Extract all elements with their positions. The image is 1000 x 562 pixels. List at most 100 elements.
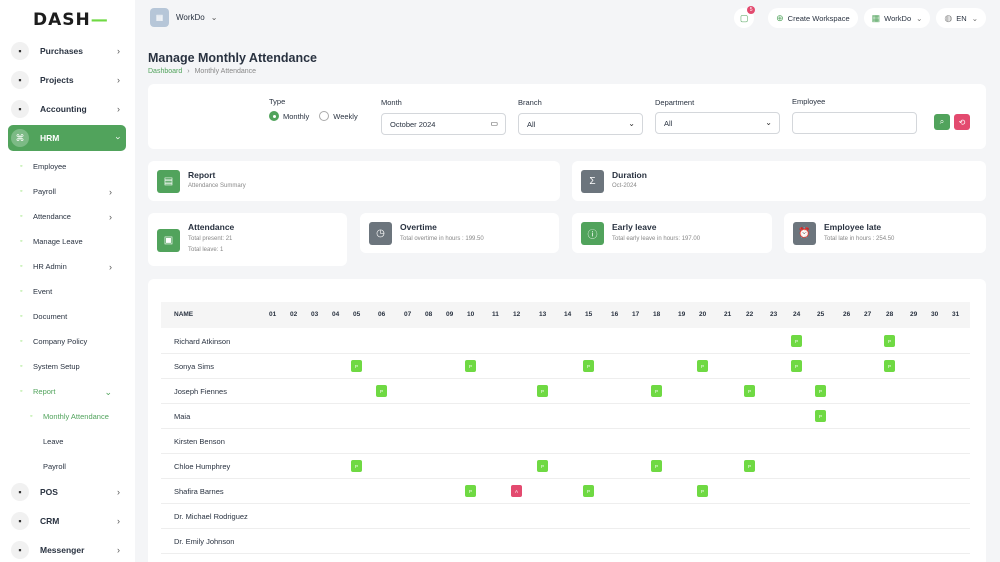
attendance-mark-present[interactable]: P: [884, 335, 895, 347]
dots-grid-icon: ▪: [11, 483, 29, 501]
attendance-mark-present[interactable]: P: [465, 485, 476, 497]
day-column-header: 17: [632, 311, 640, 318]
attendance-mark-present[interactable]: P: [651, 460, 662, 472]
day-column-header: 20: [699, 311, 707, 318]
month-value: October 2024: [390, 119, 436, 129]
attendance-mark-present[interactable]: P: [351, 460, 362, 472]
radio-monthly[interactable]: [269, 111, 279, 121]
attendance-mark-present[interactable]: P: [351, 360, 362, 372]
attendance-present: Total present: 21: [188, 236, 233, 242]
branch-select[interactable]: All ⌄: [518, 113, 643, 135]
attendance-mark-present[interactable]: P: [376, 385, 387, 397]
sidebar-item-accounting[interactable]: ▪ Accounting ›: [8, 96, 126, 122]
table-row: Dr. Emily Johnson: [161, 529, 970, 554]
attendance-mark-present[interactable]: P: [583, 360, 594, 372]
chevron-right-icon: ›: [117, 545, 120, 555]
report-item-payroll[interactable]: Payroll: [8, 454, 126, 479]
chevron-right-icon: ›: [117, 46, 120, 56]
sidebar-item-label: CRM: [40, 516, 60, 526]
submenu-item-employee[interactable]: ◦ Employee: [8, 154, 126, 179]
notification-button[interactable]: ▢ 5: [734, 6, 756, 28]
attendance-mark-present[interactable]: P: [815, 385, 826, 397]
submenu-item-hr-admin[interactable]: ◦ HR Admin ›: [8, 254, 126, 279]
day-column-header: 23: [770, 311, 778, 318]
sidebar-item-label: HRM: [40, 133, 60, 143]
sidebar-item-messenger[interactable]: ▪ Messenger ›: [8, 537, 126, 562]
attendance-mark-present[interactable]: P: [744, 385, 755, 397]
employee-name[interactable]: Richard Atkinson: [174, 337, 231, 346]
radio-weekly-label[interactable]: Weekly: [333, 111, 358, 121]
attendance-mark-present[interactable]: P: [815, 410, 826, 422]
month-input[interactable]: October 2024 ▭: [381, 113, 506, 135]
sidebar-item-hrm[interactable]: ⌘ HRM ›: [8, 125, 126, 151]
submenu-item-label: System Setup: [33, 362, 80, 371]
day-column-header: 22: [746, 311, 754, 318]
duration-card: Σ Duration Oct-2024: [572, 161, 986, 201]
workspace-select[interactable]: ▦ WorkDo ⌄: [863, 8, 931, 28]
search-button[interactable]: ⌕: [934, 114, 950, 130]
employee-name[interactable]: Joseph Fiennes: [174, 387, 227, 396]
attendance-mark-present[interactable]: P: [791, 335, 802, 347]
reset-button[interactable]: ⟲: [954, 114, 970, 130]
sidebar-item-pos[interactable]: ▪ POS ›: [8, 479, 126, 505]
plus-circle-icon: ⊕: [776, 12, 784, 23]
report-submenu: ◦ Monthly Attendance Leave Payroll: [8, 404, 126, 479]
day-column-header: 15: [585, 311, 593, 318]
employee-name[interactable]: Kirsten Benson: [174, 437, 225, 446]
department-select[interactable]: All ⌄: [655, 112, 780, 134]
employee-select[interactable]: [792, 112, 917, 134]
day-column-header: 06: [378, 311, 386, 318]
name-column-header: NAME: [174, 311, 194, 318]
table-row: Joseph Fiennes P P P P P: [161, 379, 970, 404]
day-column-header: 09: [446, 311, 454, 318]
sidebar-item-purchases[interactable]: ▪ Purchases ›: [8, 38, 126, 64]
branch-value: All: [527, 119, 536, 129]
report-item-leave[interactable]: Leave: [8, 429, 126, 454]
report-item-label: Monthly Attendance: [43, 412, 109, 421]
create-workspace-button[interactable]: ⊕ Create Workspace: [768, 8, 858, 28]
language-select[interactable]: ◍ EN ⌄: [936, 8, 986, 28]
submenu-item-system-setup[interactable]: ◦ System Setup: [8, 354, 126, 379]
report-item-monthly-attendance[interactable]: ◦ Monthly Attendance: [8, 404, 126, 429]
chevron-right-icon: ›: [117, 516, 120, 526]
radio-monthly-label[interactable]: Monthly: [283, 111, 310, 121]
cart-icon: ▪: [11, 42, 29, 60]
overtime-card: ◷ Overtime Total overtime in hours : 199…: [360, 213, 559, 253]
attendance-mark-present[interactable]: P: [651, 385, 662, 397]
sidebar-item-projects[interactable]: ▪ Projects ›: [8, 67, 126, 93]
submenu-item-label: Employee: [33, 162, 67, 171]
attendance-mark-present[interactable]: P: [791, 360, 802, 372]
sidebar-item-crm[interactable]: ▪ CRM ›: [8, 508, 126, 534]
calendar-icon[interactable]: ▭: [490, 119, 498, 128]
attendance-mark-present[interactable]: P: [884, 360, 895, 372]
attendance-mark-present[interactable]: P: [697, 485, 708, 497]
type-radio-group: Monthly Weekly: [269, 111, 368, 121]
submenu-item-payroll[interactable]: ◦ Payroll ›: [8, 179, 126, 204]
employee-name[interactable]: Dr. Michael Rodriguez: [174, 512, 248, 521]
attendance-mark-present[interactable]: P: [583, 485, 594, 497]
workspace-switcher[interactable]: ▦ WorkDo ⌄: [150, 8, 217, 27]
employee-name[interactable]: Dr. Emily Johnson: [174, 537, 235, 546]
attendance-mark-present[interactable]: P: [537, 460, 548, 472]
employee-name[interactable]: Sonya Sims: [174, 362, 215, 371]
bullet-icon: ◦: [20, 188, 23, 195]
employee-name[interactable]: Maia: [174, 412, 191, 421]
submenu-item-event[interactable]: ◦ Event: [8, 279, 126, 304]
submenu-item-attendance[interactable]: ◦ Attendance ›: [8, 204, 126, 229]
breadcrumb-dashboard[interactable]: Dashboard: [148, 68, 183, 75]
logo[interactable]: DASH—: [33, 10, 109, 30]
radio-weekly[interactable]: [319, 111, 330, 121]
submenu-item-company-policy[interactable]: ◦ Company Policy: [8, 329, 126, 354]
attendance-mark-present[interactable]: P: [744, 460, 755, 472]
employee-name[interactable]: Shafira Barnes: [174, 487, 224, 496]
submenu-item-manage-leave[interactable]: ◦ Manage Leave: [8, 229, 126, 254]
attendance-mark-present[interactable]: P: [537, 385, 548, 397]
submenu-item-document[interactable]: ◦ Document: [8, 304, 126, 329]
attendance-mark-present[interactable]: P: [465, 360, 476, 372]
employee-label: Employee: [792, 97, 826, 106]
employee-name[interactable]: Chloe Humphrey: [174, 462, 231, 471]
submenu-item-report[interactable]: ◦ Report ⌄: [8, 379, 126, 404]
attendance-mark-absent[interactable]: A: [511, 485, 522, 497]
bullet-icon: ◦: [20, 363, 23, 370]
attendance-mark-present[interactable]: P: [697, 360, 708, 372]
